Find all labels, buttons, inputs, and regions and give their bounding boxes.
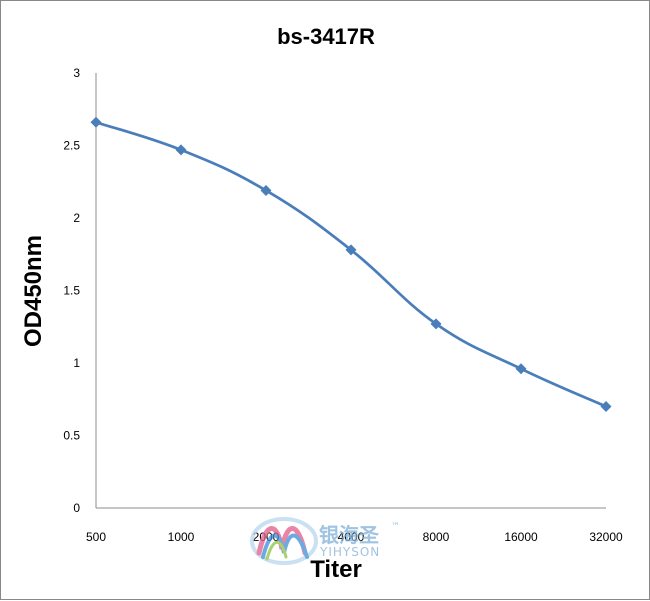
y-tick-label: 0.5 — [63, 429, 80, 443]
y-tick-label: 1.5 — [63, 284, 80, 298]
watermark-cn-text: 银海圣 — [319, 523, 380, 547]
data-point-marker — [600, 401, 612, 412]
x-tick-label: 1000 — [168, 530, 195, 544]
series-markers — [90, 116, 612, 412]
y-axis-title: OD450nm — [20, 235, 47, 347]
data-point-marker — [430, 318, 442, 330]
chart-title: bs-3417R — [277, 24, 375, 49]
y-tick-labels: 0 0.5 1 1.5 2 2.5 3 — [63, 66, 80, 515]
watermark-en-text: YIHYSON — [319, 545, 380, 559]
x-tick-label: 4000 — [338, 530, 365, 544]
data-point-marker — [345, 244, 357, 256]
y-tick-label: 3 — [73, 66, 80, 80]
y-tick-label: 0 — [73, 501, 80, 515]
data-point-marker — [260, 184, 272, 196]
y-tick-label: 1 — [73, 356, 80, 370]
data-point-marker — [90, 116, 102, 128]
yihyson-watermark: 银海圣 ™ YIHYSON — [250, 517, 400, 565]
x-tick-label: 500 — [86, 530, 106, 544]
data-point-marker — [175, 144, 187, 156]
y-tick-label: 2.5 — [63, 139, 80, 153]
yihyson-logo-icon — [250, 517, 318, 565]
x-axis-title: Titer — [310, 556, 362, 583]
y-tick-label: 2 — [73, 211, 80, 225]
x-tick-label: 8000 — [423, 530, 450, 544]
data-point-marker — [515, 363, 527, 375]
watermark-tm: ™ — [391, 522, 400, 532]
x-tick-label: 32000 — [589, 530, 623, 544]
x-tick-label: 16000 — [504, 530, 538, 544]
series-line — [95, 120, 607, 408]
